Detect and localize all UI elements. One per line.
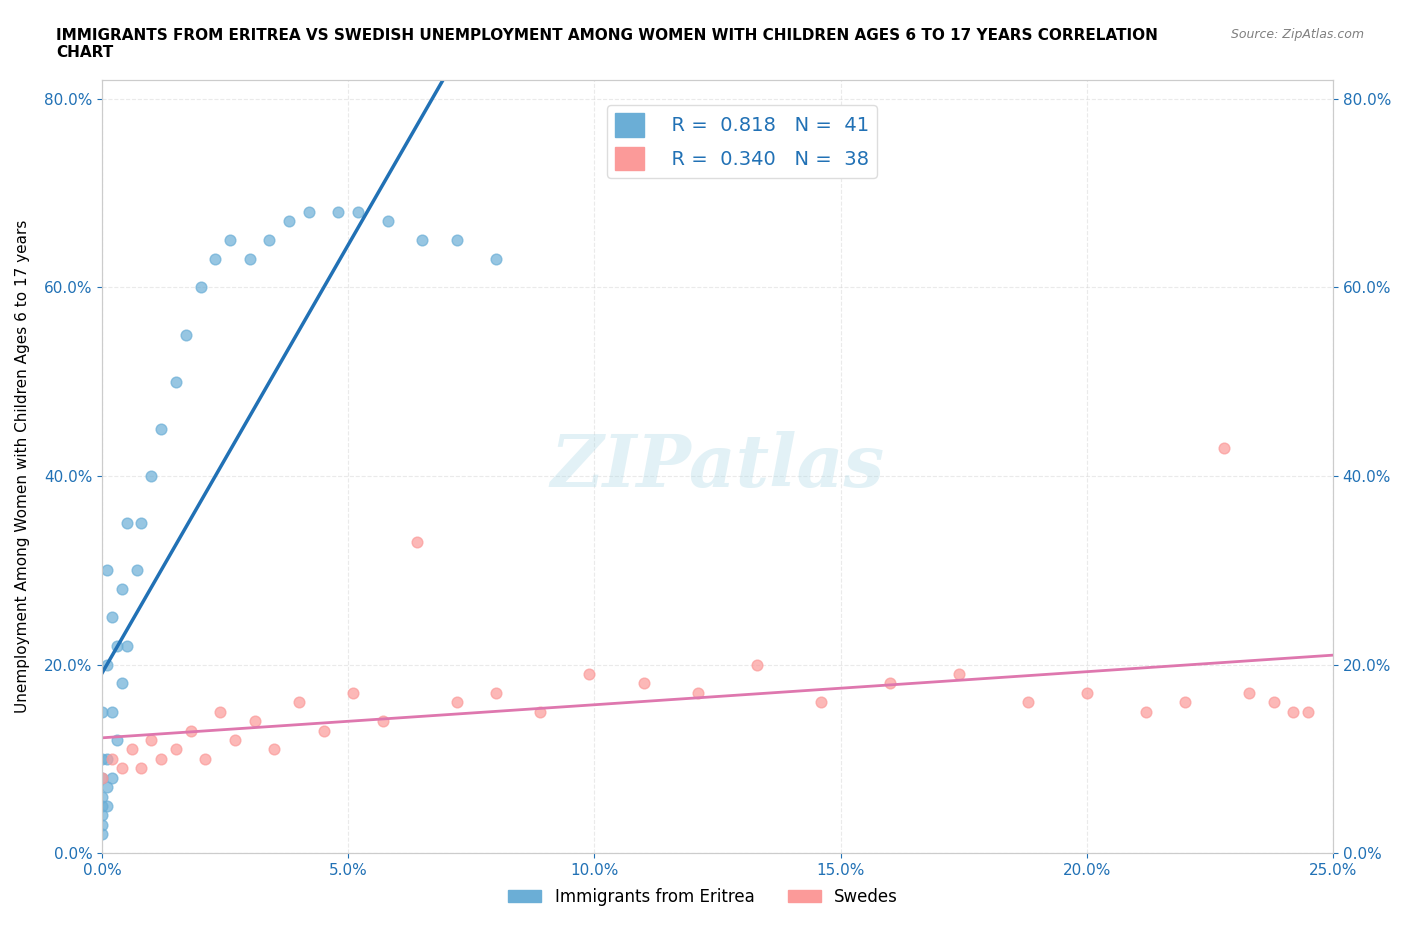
Point (1017, 695, 1039, 710)
Point (111, 676, 134, 691)
Point (328, 205, 350, 219)
Point (298, 205, 321, 219)
Point (141, 733, 163, 748)
Point (150, 421, 173, 436)
Text: Source: ZipAtlas.com: Source: ZipAtlas.com (1230, 28, 1364, 41)
Point (1296, 704, 1319, 719)
Point (259, 232, 281, 247)
Point (174, 327, 197, 342)
Point (243, 713, 266, 728)
Point (288, 695, 311, 710)
Point (96, 799, 118, 814)
Point (96, 563, 118, 578)
Point (150, 751, 173, 766)
Point (91, 817, 114, 832)
Point (105, 733, 128, 748)
Point (879, 676, 901, 691)
Point (96, 779, 118, 794)
Point (101, 751, 124, 766)
Point (165, 374, 187, 389)
Point (1174, 695, 1197, 710)
Point (121, 742, 143, 757)
Y-axis label: Unemployment Among Women with Children Ages 6 to 17 years: Unemployment Among Women with Children A… (15, 219, 30, 713)
Point (209, 704, 232, 719)
Point (190, 280, 212, 295)
Point (1213, 440, 1236, 455)
Point (204, 252, 226, 267)
Point (371, 713, 394, 728)
Point (101, 770, 124, 785)
Point (633, 676, 655, 691)
Point (810, 695, 832, 710)
Point (115, 638, 138, 653)
Point (105, 638, 128, 653)
Point (91, 799, 114, 814)
Point (180, 724, 202, 738)
Point (1282, 704, 1305, 719)
Point (1263, 695, 1285, 710)
Point (194, 751, 217, 766)
Point (446, 232, 468, 247)
Point (91, 827, 114, 842)
Point (111, 581, 134, 596)
Point (342, 685, 364, 700)
Point (529, 704, 551, 719)
Point (406, 535, 429, 550)
Point (446, 695, 468, 710)
Legend: Immigrants from Eritrea, Swedes: Immigrants from Eritrea, Swedes (501, 881, 905, 912)
Point (141, 469, 163, 484)
Point (1237, 685, 1260, 700)
Text: IMMIGRANTS FROM ERITREA VS SWEDISH UNEMPLOYMENT AMONG WOMEN WITH CHILDREN AGES 6: IMMIGRANTS FROM ERITREA VS SWEDISH UNEMP… (56, 28, 1159, 60)
Text: ZIPatlas: ZIPatlas (550, 432, 884, 502)
Legend:   R =  0.818   N =  41,   R =  0.340   N =  38: R = 0.818 N = 41, R = 0.340 N = 38 (607, 105, 877, 178)
Point (263, 742, 285, 757)
Point (91, 808, 114, 823)
Point (1135, 704, 1157, 719)
Point (411, 232, 433, 247)
Point (91, 789, 114, 804)
Point (115, 516, 138, 531)
Point (485, 252, 508, 267)
Point (91, 770, 114, 785)
Point (131, 761, 153, 776)
Point (165, 742, 187, 757)
Point (96, 751, 118, 766)
Point (578, 667, 600, 682)
Point (745, 658, 768, 672)
Point (224, 733, 246, 748)
Point (312, 724, 335, 738)
Point (239, 252, 262, 267)
Point (219, 232, 242, 247)
Point (111, 761, 134, 776)
Point (485, 685, 508, 700)
Point (131, 516, 153, 531)
Point (377, 214, 399, 229)
Point (686, 685, 709, 700)
Point (278, 214, 301, 229)
Point (347, 205, 370, 219)
Point (91, 770, 114, 785)
Point (91, 704, 114, 719)
Point (91, 751, 114, 766)
Point (101, 704, 124, 719)
Point (101, 610, 124, 625)
Point (1076, 685, 1098, 700)
Point (125, 563, 148, 578)
Point (948, 667, 970, 682)
Point (96, 658, 118, 672)
